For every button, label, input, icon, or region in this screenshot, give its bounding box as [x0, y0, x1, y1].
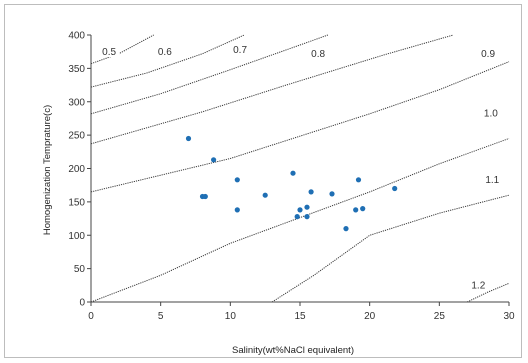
- y-axis-label: Homogenization Temprature(c): [42, 105, 53, 235]
- axes: [90, 35, 509, 303]
- contour-line-1.1: [271, 194, 510, 303]
- contour-label-backing: [482, 107, 501, 119]
- y-tick-label: 250: [68, 131, 85, 142]
- y-tick-label: 350: [68, 64, 85, 75]
- y-tick-label: 400: [68, 31, 85, 42]
- data-point: [262, 192, 268, 198]
- data-point: [308, 189, 314, 195]
- contour-line-1.2: [466, 282, 510, 303]
- contour-label: 0.8: [311, 49, 325, 60]
- contour-line-0.7: [90, 34, 329, 115]
- data-point: [343, 226, 349, 232]
- data-point: [202, 193, 208, 200]
- contour-label: 1.2: [471, 281, 485, 292]
- y-tick-label: 100: [68, 231, 85, 242]
- data-point: [185, 135, 192, 142]
- contour-label: 1.1: [485, 175, 499, 186]
- x-tick-label: 30: [503, 311, 515, 322]
- contour-line-0.6: [90, 34, 245, 88]
- x-tick-label: 0: [88, 311, 94, 322]
- data-point: [329, 191, 335, 197]
- x-tick-labels: 0 5 10 15 20 25 30: [88, 302, 515, 322]
- data-point: [294, 214, 300, 220]
- data-point: [211, 157, 217, 163]
- data-point: [304, 214, 310, 220]
- data-point: [392, 185, 398, 192]
- contour-label-backing: [480, 48, 499, 60]
- y-tick-label: 300: [68, 97, 85, 108]
- x-axis-label: Salinity(wt%NaCl equivalent): [232, 345, 354, 356]
- y-tick-labels: 0 50 100 150 200 250 300 350 400: [68, 31, 91, 309]
- data-point: [297, 207, 303, 213]
- data-point: [355, 177, 362, 183]
- contour-line-1.0: [90, 138, 510, 303]
- contour-label: 1.0: [484, 108, 498, 119]
- data-point: [353, 207, 359, 213]
- data-point: [234, 207, 240, 213]
- data-point: [290, 170, 296, 176]
- contour-label-backing: [232, 44, 251, 56]
- contour-line-0.5: [90, 34, 154, 65]
- contour-label-backing: [310, 48, 329, 60]
- data-point: [304, 204, 310, 210]
- contour-label-backing: [156, 46, 175, 58]
- x-tick-label: 10: [225, 311, 237, 322]
- contour-label: 0.5: [102, 47, 116, 58]
- contour-label-backing: [484, 174, 503, 186]
- y-tick-label: 200: [68, 164, 85, 175]
- x-tick-label: 15: [294, 311, 306, 322]
- contour-lines: [90, 34, 510, 303]
- contour-label: 0.6: [158, 47, 172, 58]
- x-tick-label: 25: [434, 311, 446, 322]
- contour-line-0.8: [90, 34, 454, 145]
- y-tick-label: 0: [79, 298, 85, 309]
- contour-labels: 0.5 0.6 0.7 0.8 0.9 1.0 1.1 1.2: [101, 44, 503, 292]
- data-point: [360, 206, 366, 212]
- data-point: [234, 177, 240, 183]
- chart-frame: [4, 4, 522, 358]
- contour-label-backing: [470, 279, 489, 291]
- y-tick-label: 50: [74, 264, 86, 275]
- y-tick-label: 150: [68, 197, 85, 208]
- contour-label-backing: [101, 46, 120, 58]
- x-tick-label: 20: [364, 311, 376, 322]
- contour-line-0.9: [90, 61, 510, 193]
- data-points: [185, 135, 398, 232]
- contour-label: 0.7: [233, 45, 247, 56]
- x-tick-label: 5: [158, 311, 164, 322]
- contour-label: 0.9: [481, 49, 495, 60]
